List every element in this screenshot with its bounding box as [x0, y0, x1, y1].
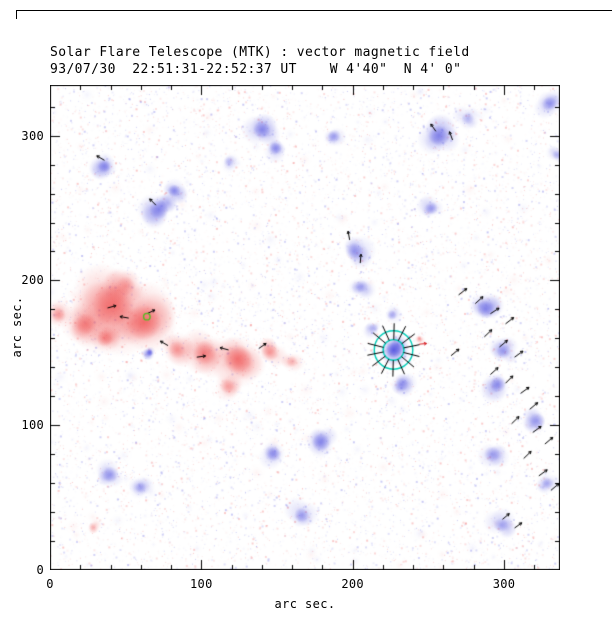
y-tick-label: 100 — [21, 418, 44, 433]
y-tick-label: 200 — [21, 273, 44, 288]
y-axis-label: arc sec. — [10, 296, 24, 358]
frame-corner-stub — [16, 10, 17, 19]
magnetogram-canvas — [50, 85, 560, 570]
y-tick-label: 0 — [36, 563, 44, 577]
x-tick-label: 300 — [492, 577, 516, 591]
x-tick-label: 200 — [341, 577, 364, 591]
y-tick-label: 300 — [21, 128, 44, 143]
figure-title: Solar Flare Telescope (MTK) : vector mag… — [50, 45, 470, 60]
frame-top-line — [16, 10, 612, 11]
x-axis-label: arc sec. — [274, 597, 336, 611]
x-tick-label: 100 — [190, 577, 213, 591]
figure-subtitle: 93/07/30 22:51:31-22:52:37 UT W 4'40" N … — [50, 62, 462, 77]
x-tick-label: 0 — [46, 577, 54, 591]
